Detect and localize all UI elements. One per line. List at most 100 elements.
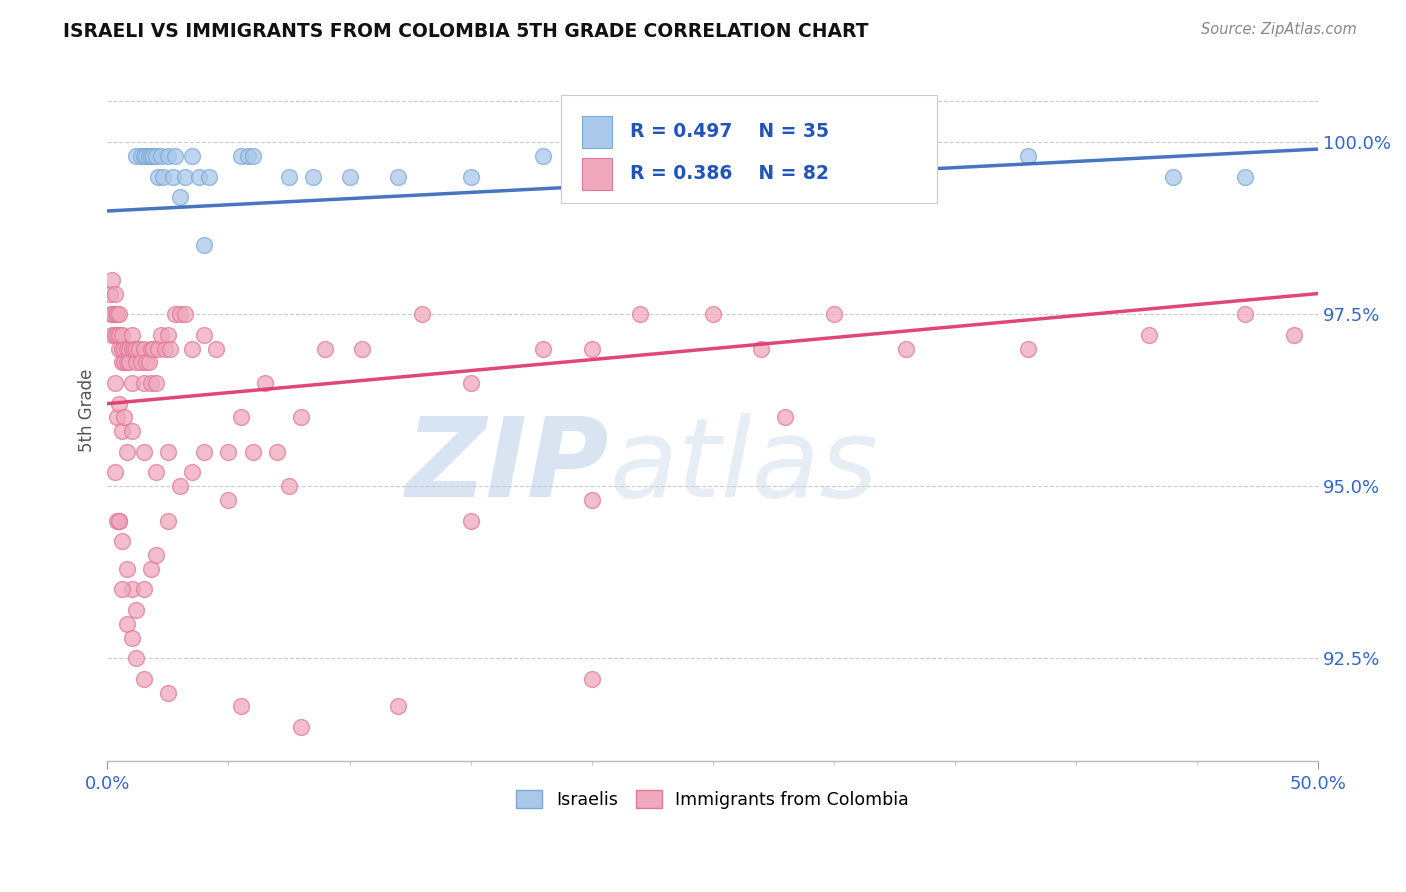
Point bbox=[108, 327, 131, 342]
Point bbox=[121, 342, 143, 356]
Point bbox=[188, 169, 211, 184]
Point bbox=[125, 355, 148, 369]
Point bbox=[125, 603, 148, 617]
Point bbox=[111, 534, 134, 549]
Point bbox=[118, 355, 141, 369]
Point bbox=[104, 327, 127, 342]
Point bbox=[104, 466, 127, 480]
Point bbox=[132, 149, 155, 163]
Point bbox=[139, 376, 162, 390]
Point bbox=[775, 410, 797, 425]
Point bbox=[108, 514, 131, 528]
Point bbox=[169, 190, 191, 204]
Point bbox=[896, 342, 918, 356]
Text: R = 0.497    N = 35: R = 0.497 N = 35 bbox=[630, 122, 830, 142]
Point bbox=[121, 582, 143, 597]
Point bbox=[125, 342, 148, 356]
Point bbox=[159, 342, 181, 356]
Bar bbox=[582, 158, 612, 190]
Point bbox=[1161, 169, 1184, 184]
Point bbox=[702, 307, 724, 321]
Point bbox=[460, 376, 482, 390]
Point bbox=[145, 149, 167, 163]
Point bbox=[290, 410, 312, 425]
Point bbox=[132, 582, 155, 597]
Point bbox=[339, 169, 361, 184]
Point bbox=[156, 327, 179, 342]
Point bbox=[411, 307, 433, 321]
Point bbox=[132, 672, 155, 686]
Point bbox=[1234, 169, 1257, 184]
Point bbox=[121, 424, 143, 438]
Point bbox=[181, 342, 204, 356]
Point bbox=[115, 562, 138, 576]
Point bbox=[132, 342, 155, 356]
Point bbox=[148, 342, 170, 356]
Point bbox=[142, 342, 165, 356]
Point bbox=[138, 149, 160, 163]
Point bbox=[145, 466, 167, 480]
FancyBboxPatch shape bbox=[561, 95, 936, 203]
Point bbox=[229, 699, 252, 714]
Point bbox=[749, 342, 772, 356]
Point bbox=[387, 169, 409, 184]
Point bbox=[181, 466, 204, 480]
Point bbox=[125, 651, 148, 665]
Point bbox=[115, 355, 138, 369]
Point bbox=[1017, 342, 1039, 356]
Point bbox=[162, 169, 184, 184]
Point bbox=[108, 397, 131, 411]
Point bbox=[103, 307, 125, 321]
Point bbox=[139, 342, 162, 356]
Text: Source: ZipAtlas.com: Source: ZipAtlas.com bbox=[1201, 22, 1357, 37]
Point bbox=[125, 149, 148, 163]
Point bbox=[111, 582, 134, 597]
Text: atlas: atlas bbox=[610, 413, 879, 520]
Point bbox=[100, 307, 122, 321]
Point bbox=[122, 342, 145, 356]
Point bbox=[156, 685, 179, 699]
Point bbox=[242, 149, 264, 163]
Point bbox=[1137, 327, 1160, 342]
Point bbox=[169, 307, 191, 321]
Point bbox=[181, 149, 204, 163]
Point bbox=[278, 169, 301, 184]
Point bbox=[139, 562, 162, 576]
Point bbox=[531, 342, 554, 356]
Point bbox=[121, 327, 143, 342]
Point bbox=[350, 342, 373, 356]
Legend: Israelis, Immigrants from Colombia: Israelis, Immigrants from Colombia bbox=[509, 783, 917, 816]
Point bbox=[531, 149, 554, 163]
Point bbox=[149, 327, 172, 342]
Point bbox=[236, 149, 259, 163]
Text: R = 0.386    N = 82: R = 0.386 N = 82 bbox=[630, 164, 830, 184]
Point bbox=[193, 238, 215, 252]
Point bbox=[156, 444, 179, 458]
Point bbox=[460, 514, 482, 528]
Point bbox=[101, 327, 124, 342]
Point bbox=[242, 444, 264, 458]
Text: ZIP: ZIP bbox=[406, 413, 610, 520]
Point bbox=[112, 410, 135, 425]
Point bbox=[104, 307, 127, 321]
Point bbox=[132, 376, 155, 390]
Point bbox=[112, 355, 135, 369]
Point bbox=[198, 169, 221, 184]
Point bbox=[217, 492, 239, 507]
Point bbox=[581, 492, 603, 507]
Point bbox=[118, 342, 141, 356]
Point bbox=[115, 342, 138, 356]
Point bbox=[129, 355, 152, 369]
Point bbox=[129, 149, 152, 163]
Point bbox=[121, 376, 143, 390]
Point bbox=[142, 149, 165, 163]
Point bbox=[101, 273, 124, 287]
Point bbox=[132, 444, 155, 458]
Point bbox=[104, 376, 127, 390]
Point bbox=[105, 410, 128, 425]
Point bbox=[111, 342, 134, 356]
Point bbox=[138, 355, 160, 369]
Point bbox=[229, 149, 252, 163]
Point bbox=[1234, 307, 1257, 321]
Text: ISRAELI VS IMMIGRANTS FROM COLOMBIA 5TH GRADE CORRELATION CHART: ISRAELI VS IMMIGRANTS FROM COLOMBIA 5TH … bbox=[63, 22, 869, 41]
